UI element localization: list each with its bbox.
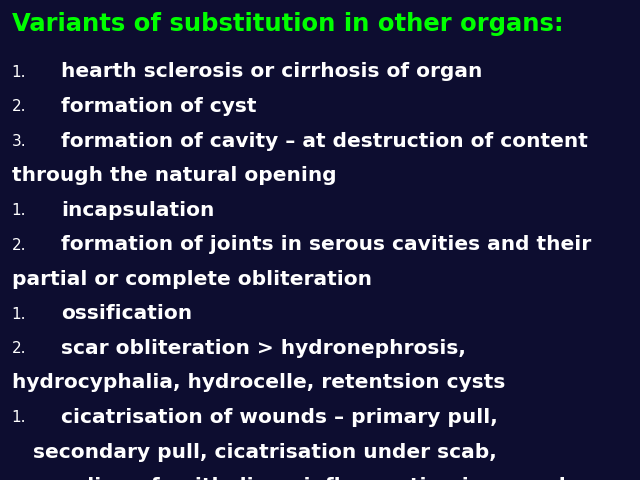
Text: partial or complete obliteration: partial or complete obliteration [12,270,371,289]
Text: 1.: 1. [12,410,26,425]
Text: 1.: 1. [12,203,26,218]
Text: secondary pull, cicatrisation under scab,: secondary pull, cicatrisation under scab… [12,443,496,462]
Text: scar obliteration > hydronephrosis,: scar obliteration > hydronephrosis, [61,339,466,358]
Text: formation of joints in serous cavities and their: formation of joints in serous cavities a… [61,235,591,254]
Text: Variants of substitution in other organs:: Variants of substitution in other organs… [12,12,563,36]
Text: 3.: 3. [12,134,26,149]
Text: 2.: 2. [12,238,26,252]
Text: formation of cavity – at destruction of content: formation of cavity – at destruction of … [61,132,588,151]
Text: cicatrisation of wounds – primary pull,: cicatrisation of wounds – primary pull, [61,408,497,427]
Text: incapsulation: incapsulation [61,201,214,220]
Text: 2.: 2. [12,99,26,114]
Text: crawling of epithelium, inflammation in wound: crawling of epithelium, inflammation in … [12,477,565,480]
Text: 1.: 1. [12,65,26,80]
Text: ossification: ossification [61,304,192,324]
Text: 2.: 2. [12,341,26,356]
Text: hydrocyphalia, hydrocelle, retentsion cysts: hydrocyphalia, hydrocelle, retentsion cy… [12,373,505,393]
Text: 1.: 1. [12,307,26,322]
Text: formation of cyst: formation of cyst [61,97,256,116]
Text: hearth sclerosis or cirrhosis of organ: hearth sclerosis or cirrhosis of organ [61,62,482,82]
Text: through the natural opening: through the natural opening [12,166,336,185]
